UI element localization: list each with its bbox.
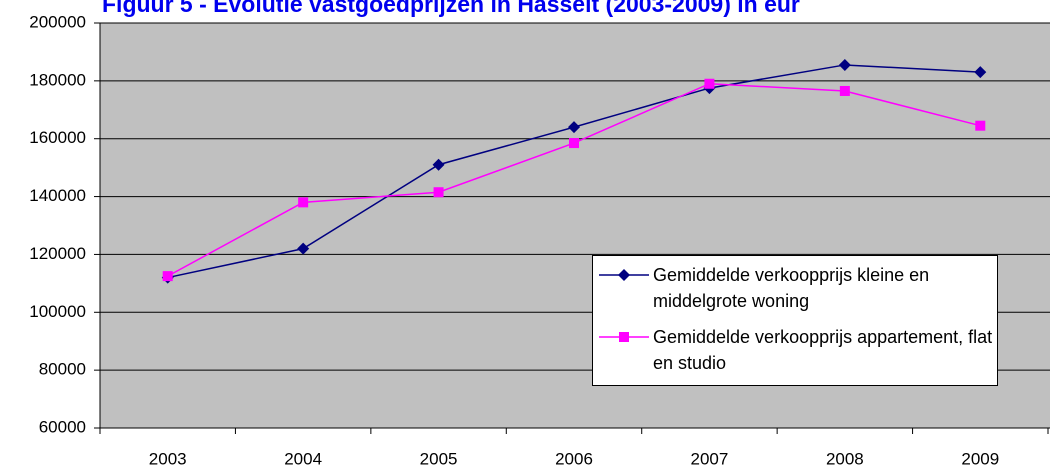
legend-label: Gemiddelde verkoopprijs appartement, fla…: [653, 327, 993, 373]
legend-key: [599, 269, 649, 281]
x-tick-label: 2008: [826, 449, 864, 468]
legend-label: Gemiddelde verkoopprijs kleine en middel…: [653, 265, 930, 311]
data-point: [975, 120, 986, 131]
legend-key: [599, 332, 649, 342]
y-tick-label: 120000: [29, 244, 86, 263]
data-point: [839, 85, 850, 96]
chart-title: Figuur 5 - Evolutie vastgoedprijzen in H…: [102, 0, 800, 17]
y-tick-label: 140000: [29, 186, 86, 205]
data-point: [297, 242, 310, 255]
y-tick-label: 200000: [29, 12, 86, 31]
data-point: [432, 158, 445, 171]
x-tick-label: 2006: [555, 449, 593, 468]
data-point: [298, 197, 309, 208]
y-tick-label: 60000: [39, 417, 86, 436]
y-tick-label: 160000: [29, 128, 86, 147]
x-tick-label: 2005: [420, 449, 458, 468]
y-tick-label: 80000: [39, 360, 86, 379]
data-point: [433, 187, 444, 198]
y-tick-label: 180000: [29, 70, 86, 89]
legend: Gemiddelde verkoopprijs kleine en middel…: [592, 255, 998, 386]
data-point: [569, 138, 579, 149]
data-point: [974, 66, 987, 79]
legend-marker: [618, 269, 630, 281]
x-tick-label: 2004: [284, 449, 322, 468]
legend-marker: [619, 332, 629, 342]
x-tick-label: 2003: [149, 449, 187, 468]
data-point: [704, 78, 715, 89]
x-tick-label: 2009: [961, 449, 999, 468]
y-tick-label: 100000: [29, 302, 86, 321]
data-point: [162, 271, 173, 282]
x-tick-label: 2007: [691, 449, 729, 468]
data-point: [568, 121, 580, 134]
data-point: [838, 58, 851, 71]
